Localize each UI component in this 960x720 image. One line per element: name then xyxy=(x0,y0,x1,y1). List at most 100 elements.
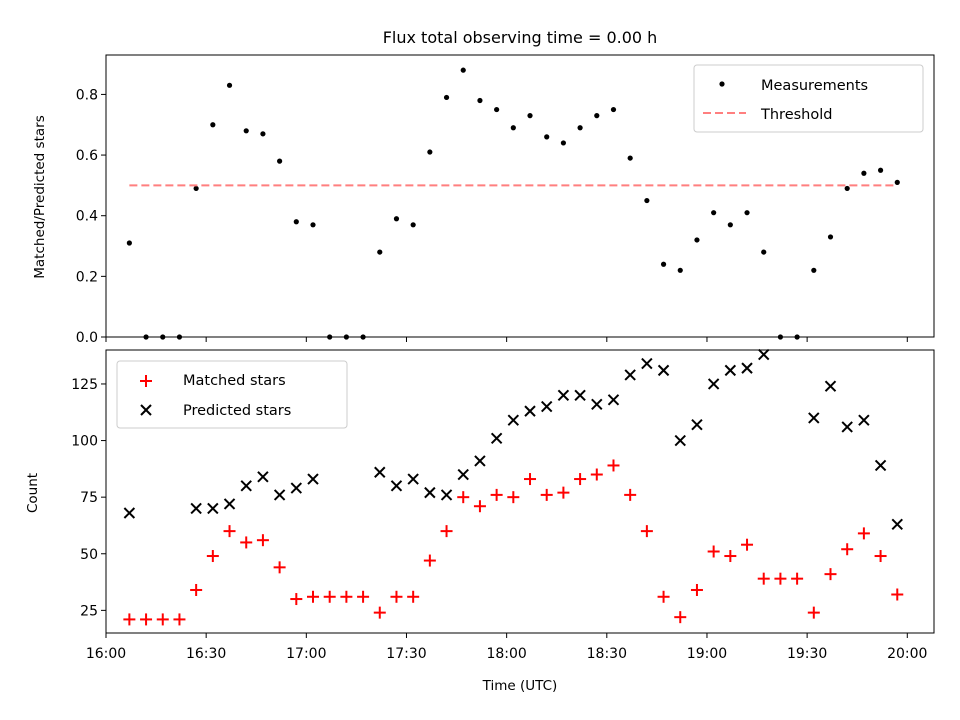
predicted-star-point xyxy=(424,486,436,499)
measurement-point xyxy=(660,261,667,267)
predicted-star-point xyxy=(257,471,269,483)
matched-star-point xyxy=(440,525,453,538)
bottom-y-tick-label: 75 xyxy=(80,490,98,506)
bottom-panel: Count Time (UTC) 25 50 75 100 125 16:00 16:30 1… xyxy=(25,348,935,694)
predicted-star-point xyxy=(858,414,870,426)
matched-star-point xyxy=(390,590,403,603)
matched-star-point xyxy=(757,572,770,585)
measurement-point xyxy=(126,240,132,246)
bottom-legend: Matched stars Predicted stars xyxy=(116,360,348,429)
measurement-point xyxy=(877,167,884,173)
measurement-point xyxy=(844,185,850,192)
matched-star-point xyxy=(357,590,370,603)
predicted-star-point xyxy=(457,468,469,481)
measurement-point xyxy=(410,222,416,228)
predicted-star-point xyxy=(758,348,770,361)
matched-star-point xyxy=(741,538,754,551)
measurement-point xyxy=(544,134,550,140)
bottom-x-tick-label: 19:00 xyxy=(687,646,727,662)
predicted-star-point xyxy=(641,357,653,370)
predicted-star-point xyxy=(207,502,219,515)
measurement-point xyxy=(577,125,583,131)
matched-star-point xyxy=(240,536,253,549)
matched-star-point xyxy=(256,534,269,547)
predicted-star-point xyxy=(674,434,686,447)
predicted-star-point xyxy=(707,378,720,390)
predicted-star-point xyxy=(657,364,670,377)
legend-predicted-marker xyxy=(140,404,152,416)
measurement-point xyxy=(694,237,700,243)
legend-threshold-label: Threshold xyxy=(760,107,832,123)
legend-measurements-marker xyxy=(719,81,725,87)
matched-star-point xyxy=(574,473,587,486)
predicted-star-point xyxy=(808,412,820,424)
predicted-star-point xyxy=(374,466,386,478)
matched-star-point xyxy=(473,500,486,513)
top-chart-title: Flux total observing time = 0.00 h xyxy=(383,28,658,47)
bottom-y-tick-label: 100 xyxy=(71,434,98,450)
matched-star-point xyxy=(724,550,737,563)
matched-star-point xyxy=(507,491,520,504)
matched-star-point xyxy=(824,568,837,581)
measurement-point xyxy=(277,158,283,164)
measurement-point xyxy=(460,67,466,73)
measurement-point xyxy=(827,234,834,240)
predicted-star-point xyxy=(474,455,486,467)
matched-star-point xyxy=(490,488,503,501)
predicted-star-point xyxy=(290,482,303,494)
measurement-point xyxy=(644,197,650,204)
measurement-point xyxy=(243,128,249,134)
matched-star-point xyxy=(407,590,420,603)
top-y-tick-label: 0.0 xyxy=(76,330,98,346)
measurement-point xyxy=(377,249,383,255)
legend-measurements-label: Measurements xyxy=(761,78,868,94)
bottom-legend-box xyxy=(116,360,348,429)
top-y-tick-label: 0.8 xyxy=(76,87,98,103)
bottom-axes-content: 25 50 75 100 125 16:00 16:30 17:00 17:30 18:00 18:… xyxy=(71,348,927,662)
matched-star-point xyxy=(590,468,603,481)
measurement-point xyxy=(477,97,483,104)
measurement-point xyxy=(610,106,617,113)
top-legend: Measurements Threshold xyxy=(693,64,924,133)
measurement-point xyxy=(510,125,516,131)
predicted-star-point xyxy=(390,480,403,492)
matched-star-point xyxy=(290,593,303,606)
matched-star-point xyxy=(607,459,620,472)
matched-star-point xyxy=(524,473,537,486)
bottom-x-tick-label: 18:30 xyxy=(587,646,627,662)
matched-star-point xyxy=(807,606,820,619)
predicted-star-point xyxy=(273,489,286,501)
predicted-star-point xyxy=(741,362,753,374)
matched-star-point xyxy=(373,606,386,619)
measurement-point xyxy=(226,82,233,88)
bottom-x-tick-label: 16:00 xyxy=(86,646,126,662)
measurement-point xyxy=(711,210,717,216)
measurement-point xyxy=(427,149,433,155)
matched-star-point xyxy=(657,590,670,603)
top-y-tick-label: 0.4 xyxy=(76,209,98,225)
legend-matched-marker xyxy=(140,375,152,387)
predicted-star-point xyxy=(824,380,837,392)
predicted-star-point xyxy=(541,400,553,413)
measurement-point xyxy=(761,249,767,255)
matched-star-point xyxy=(891,588,904,601)
predicted-star-point xyxy=(440,489,453,501)
matched-star-point xyxy=(624,488,637,501)
measurement-point xyxy=(260,131,266,137)
predicted-star-point xyxy=(591,398,603,411)
matched-star-point xyxy=(423,554,436,567)
matched-star-point xyxy=(307,590,319,603)
measurement-point xyxy=(594,113,600,119)
matched-star-point xyxy=(774,572,787,585)
predicted-star-point xyxy=(724,364,737,377)
bottom-x-tick-label: 18:00 xyxy=(486,646,526,662)
matched-star-point xyxy=(690,583,703,596)
measurement-point xyxy=(560,140,567,146)
measurement-point xyxy=(393,216,400,222)
predicted-star-point xyxy=(490,432,503,445)
predicted-star-point xyxy=(574,389,586,401)
matched-star-point xyxy=(874,550,887,563)
measurement-point xyxy=(443,94,450,101)
matched-star-point xyxy=(707,545,720,558)
